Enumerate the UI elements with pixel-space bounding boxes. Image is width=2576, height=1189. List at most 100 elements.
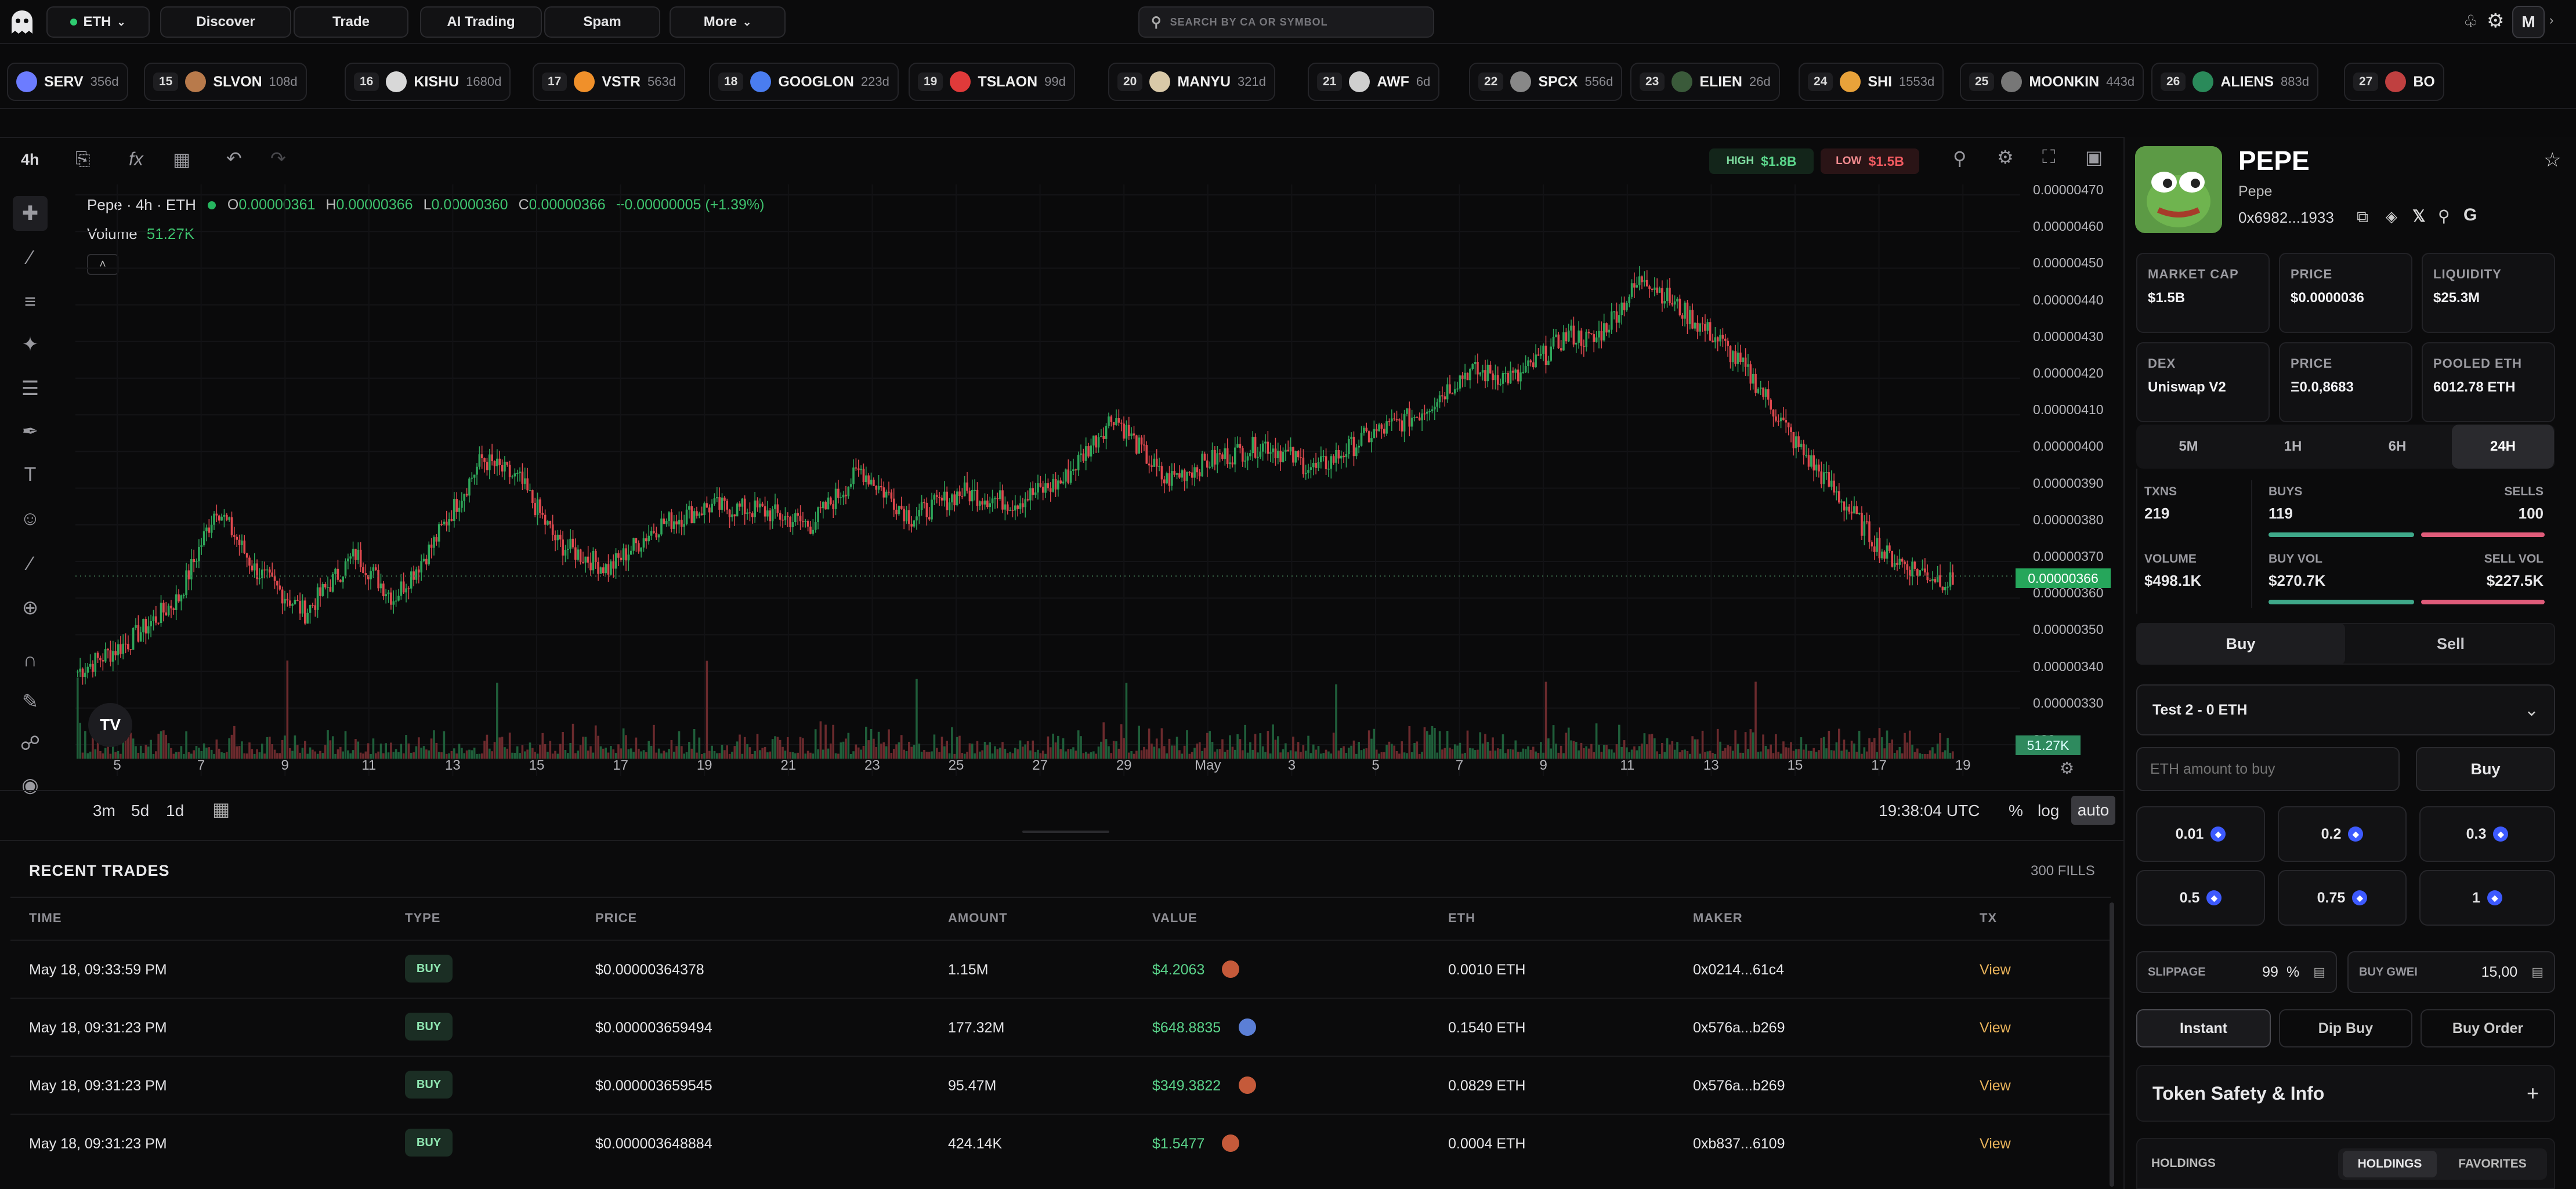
settings-gear-icon[interactable]: ⚙: [2487, 10, 2505, 32]
cell-maker[interactable]: 0x576a...b269: [1693, 1020, 1785, 1036]
ticker-item[interactable]: 15 SLVON 108d: [144, 63, 307, 101]
layout-grid-icon[interactable]: ▦: [173, 149, 191, 170]
preset-amount-button[interactable]: 0.5 ◆: [2136, 870, 2265, 926]
candlestick-chart[interactable]: [75, 184, 2020, 776]
eth-amount-field[interactable]: [2136, 747, 2400, 791]
col-tx[interactable]: TX: [1980, 911, 1998, 925]
preset-amount-button[interactable]: 0.3 ◆: [2419, 806, 2555, 862]
preset-amount-button[interactable]: 1 ◆: [2419, 870, 2555, 926]
chart-settings-icon[interactable]: ⚙: [1997, 147, 2014, 168]
fib-icon[interactable]: ☰: [21, 378, 39, 400]
nav-more[interactable]: More ⌄: [670, 6, 786, 38]
ticker-item[interactable]: 23 ELIEN 26d: [1630, 63, 1780, 101]
price-axis[interactable]: 0.00000470 0.00000460 0.00000450 0.00000440…: [2025, 182, 2123, 776]
pencil-lock-icon[interactable]: ✎: [21, 691, 39, 713]
search-input[interactable]: [1170, 16, 1414, 28]
nav-ai-trading[interactable]: AI Trading: [420, 6, 542, 38]
auto-toggle[interactable]: auto: [2071, 796, 2115, 825]
search-token-icon[interactable]: ⚲: [2438, 207, 2450, 225]
col-maker[interactable]: MAKER: [1693, 911, 1743, 925]
col-type[interactable]: TYPE: [405, 911, 441, 925]
ticker-item[interactable]: 27 BO: [2344, 63, 2444, 101]
gwei-value[interactable]: 15,00: [2481, 963, 2518, 980]
holdings-tab[interactable]: HOLDINGS: [2343, 1151, 2437, 1177]
slippage-field[interactable]: SLIPPAGE 99 % ▤: [2136, 951, 2337, 993]
pattern-icon[interactable]: ✦: [21, 334, 39, 356]
ticker-item[interactable]: 20 MANYU 321d: [1108, 63, 1275, 101]
table-row[interactable]: May 18, 09:33:59 PM $0.00000364378 1.15M $4…: [10, 940, 2111, 998]
trendline-icon[interactable]: ∕: [28, 246, 32, 269]
zoom-in-icon[interactable]: ⊕: [21, 597, 39, 619]
utc-clock[interactable]: 19:38:04 UTC: [1879, 802, 1980, 820]
ticker-item[interactable]: 25 MOONKIN 443d: [1960, 63, 2144, 101]
table-row[interactable]: May 18, 09:31:23 PM $0.000003648884 424.14…: [10, 1114, 2111, 1172]
preset-amount-button[interactable]: 0.75 ◆: [2278, 870, 2407, 926]
favorite-star-icon[interactable]: ☆: [2544, 149, 2561, 171]
cell-maker[interactable]: 0xb837...6109: [1693, 1136, 1785, 1152]
tab-6h[interactable]: 6H: [2388, 438, 2407, 454]
indicators-fx-icon[interactable]: fx: [129, 148, 143, 169]
nav-trade[interactable]: Trade: [294, 6, 408, 38]
date-range-icon[interactable]: ▦: [212, 799, 230, 820]
ticker-item[interactable]: 16 KISHU 1680d: [345, 63, 511, 101]
cell-maker[interactable]: 0x0214...61c4: [1693, 962, 1785, 978]
eth-amount-input[interactable]: [2150, 760, 2386, 778]
token-safety-section[interactable]: Token Safety & Info +: [2136, 1065, 2555, 1122]
col-amount[interactable]: AMOUNT: [948, 911, 1008, 925]
eye-icon[interactable]: ◉: [21, 774, 39, 796]
favorites-tab[interactable]: FAVORITES: [2458, 1157, 2527, 1170]
slippage-value[interactable]: 99: [2262, 963, 2278, 980]
col-time[interactable]: TIME: [29, 911, 62, 925]
tab-24h[interactable]: 24H: [2452, 425, 2554, 469]
expand-plus-icon[interactable]: +: [2526, 1081, 2539, 1105]
time-axis[interactable]: 5 7 9 11 13 15 17 19 21 23 25 27 29 May 3 5 7 9 11 13 15 17 19: [75, 757, 2020, 781]
text-tool-icon[interactable]: T: [24, 463, 37, 485]
notification-icon[interactable]: ♧: [2463, 12, 2479, 30]
range-3m[interactable]: 3m: [93, 802, 115, 820]
etherscan-icon[interactable]: ◈: [2386, 208, 2397, 225]
ticker-item[interactable]: 21 AWF 6d: [1308, 63, 1440, 101]
nav-spam[interactable]: Spam: [544, 6, 660, 38]
log-toggle[interactable]: log: [2038, 802, 2060, 820]
preset-amount-button[interactable]: 0.2 ◆: [2278, 806, 2407, 862]
horizontal-lines-icon[interactable]: ≡: [24, 290, 36, 313]
brush-icon[interactable]: ✒: [21, 420, 39, 443]
table-row[interactable]: May 18, 09:31:23 PM $0.000003659494 177.32…: [10, 998, 2111, 1056]
tradingview-logo-icon[interactable]: TV: [88, 703, 132, 747]
tab-1h[interactable]: 1H: [2284, 438, 2302, 454]
redo-icon[interactable]: ↷: [270, 148, 286, 169]
panel-resize-handle[interactable]: [1022, 831, 1109, 833]
crosshair-icon[interactable]: ✚: [13, 196, 48, 231]
preset-amount-button[interactable]: 0.01 ◆: [2136, 806, 2265, 862]
tab-buy[interactable]: Buy: [2136, 623, 2345, 665]
google-icon[interactable]: G: [2463, 205, 2477, 224]
buy-button[interactable]: Buy: [2416, 747, 2555, 791]
buy-order-mode-button[interactable]: Buy Order: [2421, 1009, 2555, 1047]
token-address[interactable]: 0x6982...1933: [2238, 209, 2334, 226]
buy-gwei-field[interactable]: BUY GWEI 15,00 ▤: [2347, 951, 2555, 993]
cell-tx[interactable]: View: [1980, 1078, 2011, 1094]
magnet-icon[interactable]: ∩: [23, 648, 38, 671]
ticker-item[interactable]: 19 TSLAON 99d: [909, 63, 1075, 101]
copy-icon[interactable]: ⧉: [2357, 208, 2368, 226]
menu-chevron-icon[interactable]: ›: [2549, 13, 2554, 27]
undo-icon[interactable]: ↶: [226, 148, 242, 169]
emoji-icon[interactable]: ☺: [20, 507, 41, 530]
camera-icon[interactable]: ▣: [2085, 147, 2103, 168]
table-scrollbar[interactable]: [2110, 902, 2114, 1187]
tab-5m[interactable]: 5M: [2179, 438, 2198, 454]
dip-buy-mode-button[interactable]: Dip Buy: [2279, 1009, 2412, 1047]
percent-toggle[interactable]: %: [2009, 802, 2023, 820]
avatar[interactable]: M: [2512, 6, 2545, 38]
x-twitter-icon[interactable]: 𝕏: [2412, 207, 2426, 225]
table-row[interactable]: May 18, 09:31:23 PM $0.000003659545 95.47M…: [10, 1056, 2111, 1114]
cell-maker[interactable]: 0x576a...b269: [1693, 1078, 1785, 1094]
gwei-preset-icon[interactable]: ▤: [2531, 965, 2544, 979]
cell-tx[interactable]: View: [1980, 962, 2011, 978]
search-bar[interactable]: ⚲: [1138, 6, 1434, 38]
tab-sell[interactable]: Sell: [2436, 635, 2465, 652]
col-eth[interactable]: ETH: [1448, 911, 1475, 925]
ruler-icon[interactable]: ∕: [28, 552, 32, 575]
col-price[interactable]: PRICE: [595, 911, 638, 925]
chart-interval-button[interactable]: 4h: [21, 151, 39, 168]
